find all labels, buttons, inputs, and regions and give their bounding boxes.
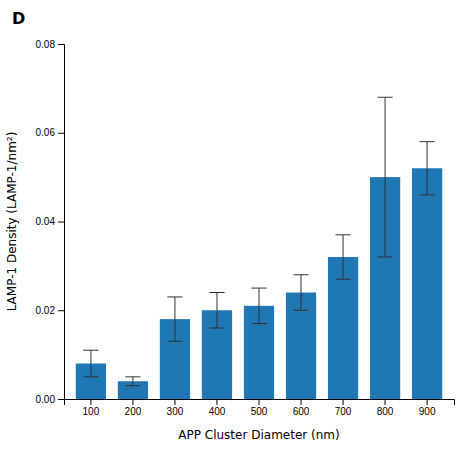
- plot: 1002003004005006007008009000.000.020.040…: [36, 39, 455, 417]
- x-tick: 900: [419, 399, 436, 417]
- tick-mark: [58, 222, 64, 223]
- x-tick: 500: [251, 399, 268, 417]
- tick-label: 0.02: [36, 305, 56, 316]
- x-axis-title: APP Cluster Diameter (nm): [178, 428, 339, 442]
- tick-mark: [343, 399, 344, 405]
- tick-mark: [301, 399, 302, 405]
- x-tick: 800: [377, 399, 394, 417]
- error-bar-cap: [83, 376, 98, 377]
- x-tick: 400: [209, 399, 226, 417]
- y-axis: 0.00 0.02 0.04 0.06 0.08: [36, 39, 65, 405]
- tick-label: 800: [377, 406, 394, 417]
- y-tick: 0.00: [36, 394, 64, 405]
- error-bar-cap: [420, 141, 435, 142]
- y-tick: 0.04: [36, 216, 64, 227]
- error-bar-cap: [125, 385, 140, 386]
- error-bar: [167, 297, 182, 341]
- error-bar-line: [174, 297, 175, 341]
- error-bar: [335, 235, 350, 279]
- x-tick: 600: [293, 399, 310, 417]
- title: D: [12, 9, 25, 28]
- tick-mark: [259, 399, 260, 405]
- error-bar-line: [385, 97, 386, 257]
- error-bar-cap: [209, 328, 224, 329]
- error-bar-cap: [420, 194, 435, 195]
- tick-mark: [58, 44, 64, 45]
- y-tick: 0.02: [36, 305, 64, 316]
- tick-label: 200: [125, 406, 142, 417]
- x-tick: 700: [335, 399, 352, 417]
- tick-mark: [174, 399, 175, 405]
- error-bar-cap: [378, 97, 393, 98]
- tick-label: 600: [293, 406, 310, 417]
- error-bar: [83, 350, 98, 377]
- axis-line: [58, 45, 65, 400]
- error-bar-cap: [335, 279, 350, 280]
- error-bar-cap: [335, 234, 350, 235]
- tick-mark: [58, 399, 64, 400]
- tick-mark: [427, 399, 428, 405]
- tick-label: 500: [251, 406, 268, 417]
- tick-label: 0.00: [36, 394, 56, 405]
- error-bar: [251, 288, 266, 324]
- error-bar: [209, 293, 224, 329]
- tick-label: 100: [83, 406, 100, 417]
- error-bar-line: [427, 142, 428, 195]
- y-tick: 0.08: [36, 39, 64, 50]
- error-bar-cap: [378, 257, 393, 258]
- tick-label: 300: [167, 406, 184, 417]
- x-axis: 100 200 300 400 500 600 700 800 900: [65, 399, 455, 417]
- x-tick: 100: [83, 399, 100, 417]
- marks: [76, 97, 442, 399]
- tick-label: 900: [419, 406, 436, 417]
- error-bar: [378, 97, 393, 257]
- error-bar-cap: [209, 292, 224, 293]
- error-bar-cap: [125, 376, 140, 377]
- error-bar-line: [216, 293, 217, 329]
- tick-mark: [216, 399, 217, 405]
- error-bar-line: [259, 288, 260, 324]
- error-bar: [420, 142, 435, 195]
- error-bar: [125, 377, 140, 386]
- error-bar-line: [132, 377, 133, 386]
- tick-label: 400: [209, 406, 226, 417]
- y-tick: 0.06: [36, 127, 64, 138]
- tick-mark: [58, 133, 64, 134]
- error-bar-cap: [251, 288, 266, 289]
- error-bar-cap: [293, 310, 308, 311]
- error-bar-cap: [167, 341, 182, 342]
- tick-mark: [132, 399, 133, 405]
- error-bar-line: [301, 275, 302, 311]
- error-bar-line: [90, 350, 91, 377]
- tick-mark: [58, 310, 64, 311]
- tick-mark: [385, 399, 386, 405]
- error-bar-cap: [167, 296, 182, 297]
- x-tick: 300: [167, 399, 184, 417]
- error-bar-line: [343, 235, 344, 279]
- tick-label: 0.08: [36, 39, 56, 50]
- tick-label: 0.04: [36, 216, 56, 227]
- error-bar-cap: [251, 323, 266, 324]
- tick-mark: [90, 399, 91, 405]
- tick-label: 0.06: [36, 127, 56, 138]
- axis-line: [65, 400, 455, 406]
- error-bar-cap: [83, 350, 98, 351]
- error-bar-cap: [293, 274, 308, 275]
- bar: [412, 168, 442, 399]
- x-tick: 200: [125, 399, 142, 417]
- tick-label: 700: [335, 406, 352, 417]
- error-bar: [293, 275, 308, 311]
- y-axis-title: LAMP-1 Density (LAMP-1/nm²): [5, 132, 19, 312]
- chart: 1002003004005006007008009000.000.020.040…: [0, 0, 474, 451]
